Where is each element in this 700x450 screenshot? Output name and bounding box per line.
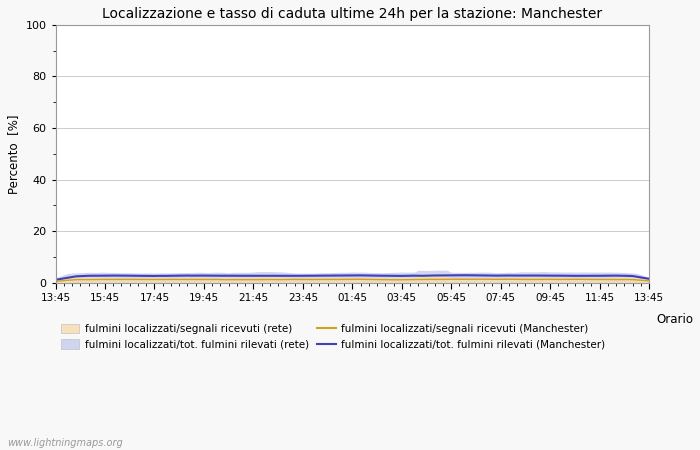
Text: www.lightningmaps.org: www.lightningmaps.org: [7, 438, 122, 448]
Title: Localizzazione e tasso di caduta ultime 24h per la stazione: Manchester: Localizzazione e tasso di caduta ultime …: [102, 7, 603, 21]
Legend: fulmini localizzati/segnali ricevuti (rete), fulmini localizzati/tot. fulmini ri: fulmini localizzati/segnali ricevuti (re…: [61, 324, 606, 350]
Text: Orario: Orario: [656, 313, 693, 326]
Y-axis label: Percento  [%]: Percento [%]: [7, 114, 20, 194]
